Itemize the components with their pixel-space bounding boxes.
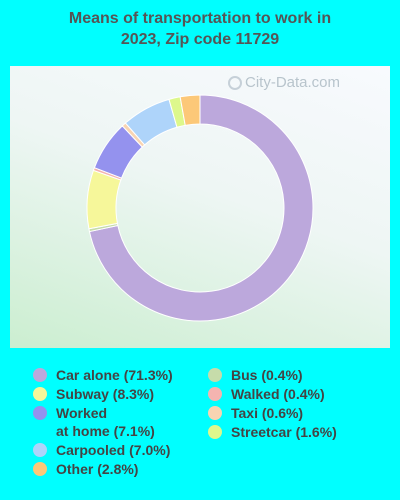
- watermark: City-Data.com: [228, 74, 340, 91]
- watermark-text: City-Data.com: [245, 74, 341, 91]
- legend-swatch: [33, 368, 47, 382]
- legend-column-1: Car alone (71.3%) Subway (8.3%) Worked at h…: [30, 366, 173, 479]
- legend-item-walked: Walked (0.4%): [205, 385, 337, 403]
- legend-label: Worked: [56, 405, 108, 421]
- legend-column-2: Bus (0.4%) Walked (0.4%) Taxi (0.6%) Street…: [205, 366, 337, 442]
- legend-swatch: [33, 406, 47, 420]
- legend-item-car-alone: Car alone (71.3%): [30, 366, 173, 384]
- legend-swatch: [33, 387, 47, 401]
- legend-label: Carpooled (7.0%): [56, 442, 171, 458]
- legend-label: Subway (8.3%): [56, 386, 155, 402]
- legend-swatch: [208, 425, 222, 439]
- chart-title-line-1: Means of transportation to work in: [68, 10, 332, 27]
- chart-title: Means of transportation to work in 2023,…: [0, 8, 400, 50]
- legend-swatch: [208, 387, 222, 401]
- legend-label: Bus (0.4%): [231, 367, 303, 383]
- legend-item-carpooled: Carpooled (7.0%): [30, 441, 173, 459]
- legend-item-subway: Subway (8.3%): [30, 385, 173, 403]
- legend-item-worked-at-home: Worked at home (7.1%): [30, 404, 173, 440]
- slice-subway: [86, 169, 122, 230]
- legend-item-bus: Bus (0.4%): [205, 366, 337, 384]
- slice-car-alone: [88, 94, 314, 322]
- legend-label: Car alone (71.3%): [56, 367, 173, 383]
- legend-swatch: [208, 368, 222, 382]
- legend-item-taxi: Taxi (0.6%): [205, 404, 337, 422]
- legend-label: Streetcar (1.6%): [231, 424, 337, 440]
- legend-label: at home (7.1%): [56, 423, 155, 439]
- legend-label: Walked (0.4%): [231, 386, 325, 402]
- legend-item-streetcar: Streetcar (1.6%): [205, 423, 337, 441]
- slice-other: [179, 94, 201, 126]
- legend-label: Taxi (0.6%): [231, 405, 304, 421]
- legend-item-other: Other (2.8%): [30, 460, 173, 478]
- legend-swatch: [33, 462, 47, 476]
- legend-swatch: [208, 406, 222, 420]
- city-data-logo-icon: [228, 75, 242, 90]
- legend-label: Other (2.8%): [56, 461, 139, 477]
- chart-title-line-2: 2023, Zip code 11729: [120, 31, 280, 48]
- legend-swatch: [33, 443, 47, 457]
